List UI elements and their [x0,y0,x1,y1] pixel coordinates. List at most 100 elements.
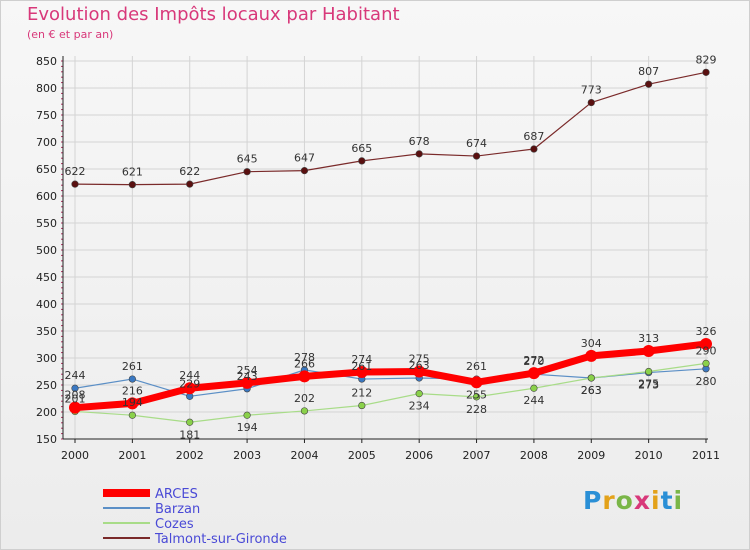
data-label-Cozes: 201 [65,392,86,405]
data-label-Barzan: 278 [294,351,315,364]
data-point-ARCES [126,397,139,410]
data-label-ARCES: 326 [696,325,717,338]
data-label-Cozes: 194 [237,421,258,434]
logo-letter: o [615,486,634,515]
data-label-Talmont-sur-Gironde: 807 [638,65,659,78]
x-tick-label: 2011 [692,449,720,462]
data-label-Cozes: 244 [523,394,544,407]
data-point-Talmont-sur-Gironde [243,168,251,176]
logo-letter: x [633,486,651,515]
data-point-ARCES [241,376,254,389]
logo-letter: t [660,486,674,515]
series-line-Talmont-sur-Gironde [74,71,707,186]
data-point-Cozes [358,401,366,410]
data-point-ARCES [700,337,712,350]
y-tick-label: 150 [36,433,57,446]
data-label-Cozes: 263 [581,384,602,397]
data-point-Talmont-sur-Gironde [415,150,423,158]
y-tick-label: 850 [36,55,57,68]
data-point-Cozes [186,418,194,426]
data-label-Cozes: 202 [294,392,315,405]
data-label-Barzan: 243 [237,370,258,383]
x-tick-label: 2001 [118,449,146,462]
data-label-Talmont-sur-Gironde: 678 [409,135,430,148]
plot-area [63,56,708,439]
data-point-Cozes [243,411,251,419]
data-point-Cozes [415,390,423,398]
data-label-ARCES: 275 [409,353,430,366]
y-tick-label: 250 [36,379,57,392]
data-label-Cozes: 212 [351,387,372,400]
data-label-ARCES: 244 [179,369,200,382]
data-point-Cozes [300,407,309,415]
data-label-ARCES: 216 [122,384,143,397]
data-label-Talmont-sur-Gironde: 665 [351,142,372,155]
data-point-Barzan [128,375,136,383]
data-label-ARCES: 272 [523,354,544,367]
data-label-Talmont-sur-Gironde: 647 [294,152,315,165]
data-point-Barzan [71,384,79,392]
data-label-Talmont-sur-Gironde: 622 [179,165,200,178]
data-label-Barzan: 270 [523,355,544,368]
x-tick-label: 2003 [233,449,261,462]
data-label-Barzan: 280 [696,375,717,388]
data-point-Talmont-sur-Gironde [702,68,710,76]
logo-letter: r [602,486,616,515]
logo-letter: i [673,486,684,515]
x-tick-label: 2006 [405,449,433,462]
data-label-Talmont-sur-Gironde: 773 [581,84,602,97]
x-tick-label: 2002 [176,449,204,462]
data-point-ARCES [183,382,196,395]
x-tick-label: 2009 [577,449,605,462]
data-label-Talmont-sur-Gironde: 687 [523,130,544,143]
data-point-Talmont-sur-Gironde [186,180,194,188]
legend-label-Cozes: Cozes [155,517,194,532]
y-tick-label: 200 [36,406,57,419]
data-label-ARCES: 254 [237,364,258,377]
data-label-Talmont-sur-Gironde: 645 [237,153,258,166]
data-label-Talmont-sur-Gironde: 621 [122,166,143,179]
data-label-ARCES: 255 [466,388,487,401]
data-point-ARCES [355,366,368,379]
data-label-Barzan: 261 [122,360,143,373]
data-label-Cozes: 234 [409,400,430,413]
data-label-Barzan: 261 [351,360,372,373]
data-point-ARCES [642,344,655,357]
data-label-Barzan: 263 [581,384,602,397]
data-point-ARCES [585,349,598,362]
y-tick-label: 400 [36,298,57,311]
proxiti-logo: Proxiti [583,486,683,515]
y-tick-label: 450 [36,271,57,284]
data-point-Talmont-sur-Gironde [71,180,79,188]
data-label-Barzan: 261 [466,360,487,373]
data-point-ARCES [470,376,483,389]
data-point-Talmont-sur-Gironde [358,157,366,165]
x-tick-label: 2010 [635,449,663,462]
data-label-Talmont-sur-Gironde: 622 [65,165,86,178]
x-tick-label: 2004 [290,449,318,462]
data-label-Cozes: 228 [466,403,487,416]
data-point-Talmont-sur-Gironde [530,145,538,153]
data-point-Talmont-sur-Gironde [645,80,653,88]
data-label-ARCES: 266 [294,357,315,370]
data-label-Barzan: 273 [638,379,659,392]
data-point-Talmont-sur-Gironde [128,181,136,189]
data-label-Cozes: 275 [638,378,659,391]
y-tick-label: 700 [36,136,57,149]
data-point-ARCES [527,367,540,380]
data-label-Cozes: 181 [179,428,200,441]
data-label-ARCES: 274 [351,353,372,366]
x-tick-label: 2005 [348,449,376,462]
legend-label-ARCES: ARCES [155,487,198,502]
data-label-ARCES: 208 [65,389,86,402]
data-label-ARCES: 313 [638,332,659,345]
chart-title: Evolution des Impôts locaux par Habitant [27,4,400,25]
y-tick-label: 350 [36,325,57,338]
data-label-Cozes: 194 [122,396,143,409]
data-point-Talmont-sur-Gironde [300,167,309,175]
y-tick-label: 550 [36,217,57,230]
series-line-Cozes [74,362,707,423]
data-point-Talmont-sur-Gironde [587,98,595,107]
data-point-Cozes [530,384,538,392]
